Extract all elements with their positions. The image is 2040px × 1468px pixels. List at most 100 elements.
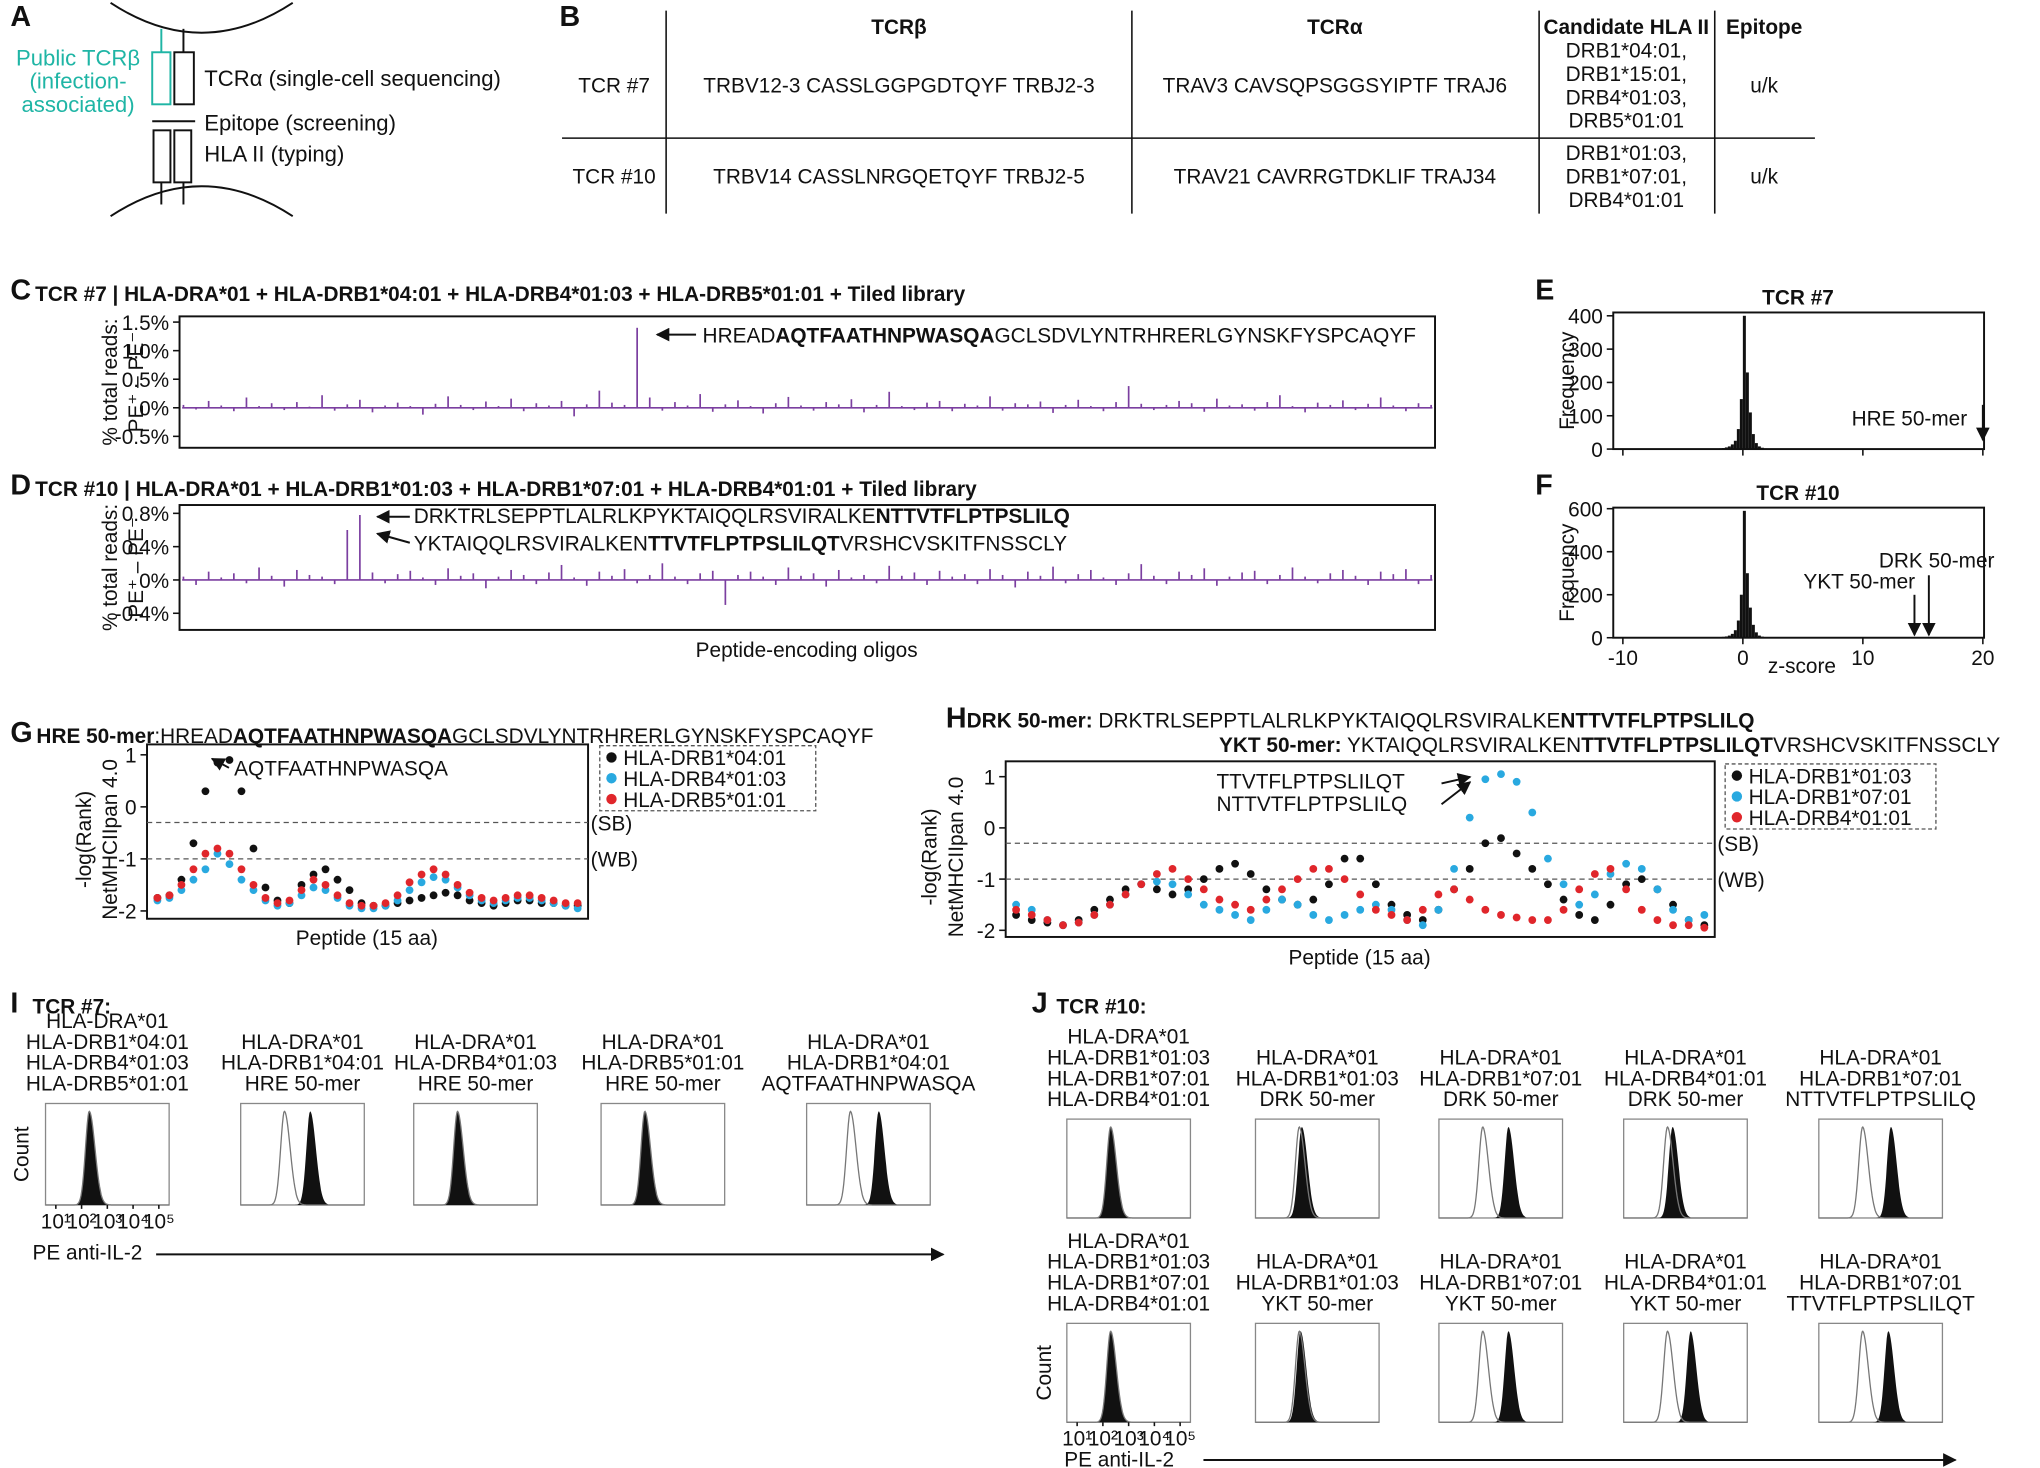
legend-label: HLA-DRB5*01:01 (623, 789, 786, 812)
data-point (201, 849, 210, 858)
x-tick-label: 10⁵ (143, 1210, 175, 1233)
panel-condition: HRE 50-mer (245, 1072, 361, 1095)
data-point (153, 894, 162, 902)
y-tick-label: -0.4% (115, 603, 169, 626)
stimulated-histogram (1066, 1127, 1191, 1218)
data-point (1465, 895, 1474, 904)
y-axis-label: -log(Rank) (919, 808, 942, 905)
y-axis-label: PE⁺ – PE⁻ (125, 517, 148, 618)
panel-condition: HLA-DRB1*07:01 (1047, 1067, 1210, 1090)
data-point (1606, 900, 1615, 909)
data-point (1215, 864, 1224, 873)
y-axis-label: Frequency (1556, 331, 1579, 430)
data-point (441, 870, 450, 879)
table-cell: TRAV3 CAVSQPSGGSYIPTF TRAJ6 (1163, 75, 1507, 98)
panel-condition: HLA-DRA*01 (1819, 1251, 1942, 1274)
data-point (321, 865, 330, 874)
panel-condition: HLA-DRB1*01:03 (1236, 1067, 1399, 1090)
data-point (1246, 870, 1255, 878)
data-point (1184, 890, 1193, 899)
data-point (1074, 918, 1083, 927)
histogram-bar (1751, 624, 1755, 638)
table-cell: DRB1*01:03, (1566, 142, 1687, 165)
data-point (1278, 895, 1286, 904)
data-point (381, 899, 390, 908)
annotation: TTVTFLPTPSLILQT (1216, 771, 1405, 794)
panel-condition: YKT 50-mer (1630, 1292, 1742, 1315)
panel-label: H (946, 702, 967, 734)
data-point (1669, 905, 1677, 914)
panel-condition: HLA-DRB1*01:03 (1047, 1046, 1210, 1069)
histogram-bar (1727, 635, 1731, 638)
histogram-bar (1757, 635, 1761, 638)
diagram-label: associated) (22, 92, 135, 117)
data-point (1637, 905, 1646, 914)
y-tick-label: 300 (1568, 339, 1603, 362)
panel-condition: HLA-DRA*01 (241, 1031, 364, 1054)
text-segment: HREAD (703, 324, 776, 347)
data-point (225, 860, 234, 869)
annotation: HRE 50-mer (1852, 408, 1968, 431)
data-point (1246, 916, 1255, 924)
histogram-bar (1754, 443, 1758, 450)
table-cell: DRB4*01:01 (1568, 189, 1684, 212)
chart-title: DRK 50-mer: DRKTRLSEPPTLALRLKPYKTAIQQLRS… (967, 709, 1755, 732)
data-point (417, 870, 426, 879)
panel-label: J (1032, 987, 1048, 1019)
histogram-bar (1736, 429, 1740, 450)
data-point (1575, 885, 1584, 894)
data-point (1481, 905, 1490, 914)
legend-label: HLA-DRB4*01:01 (1749, 807, 1912, 830)
data-point (1450, 885, 1458, 894)
panel-condition: DRK 50-mer (1443, 1088, 1559, 1111)
plot-frame (1004, 760, 1716, 938)
y-tick-label: 0 (125, 797, 137, 820)
table-cell: TRAV21 CAVRRGTDKLIF TRAJ34 (1174, 166, 1496, 189)
table-cell: TCR #7 (578, 75, 650, 98)
arrow (1441, 772, 1472, 787)
data-point (429, 873, 438, 882)
x-axis-label: PE anti-IL-2 (1064, 1448, 1174, 1468)
tcra-chain (173, 51, 195, 106)
y-tick-label: 0.8% (122, 503, 169, 526)
legend-marker (1731, 791, 1743, 802)
panel-condition: HLA-DRA*01 (1067, 1230, 1190, 1253)
text-segment: DRKTRLSEPPTLALRLKPYKTAIQQLRSVIRALKE (1093, 709, 1561, 732)
panel-condition: HLA-DRB4*01:01 (1604, 1272, 1767, 1295)
chart-title: TCR #7 (1762, 287, 1834, 310)
data-point (549, 896, 558, 905)
table-cell: TCR #10 (572, 166, 655, 189)
data-point (1356, 854, 1365, 863)
data-point (237, 865, 246, 874)
data-point (1278, 885, 1286, 894)
data-point (1700, 911, 1709, 919)
data-point (1497, 770, 1505, 779)
data-point (1340, 854, 1349, 863)
data-point (1356, 905, 1365, 914)
data-point (1184, 875, 1193, 883)
control-histogram (1255, 1330, 1380, 1423)
panel-condition: HLA-DRB5*01:01 (581, 1052, 744, 1075)
y-tick-label: 0.4% (122, 536, 169, 559)
stimulated-histogram (1066, 1331, 1191, 1423)
data-point (1637, 875, 1646, 883)
data-point (189, 839, 198, 848)
plot-frame (240, 1102, 365, 1206)
panel-condition: HRE 50-mer (605, 1072, 721, 1095)
data-point (1418, 905, 1427, 914)
arrow (210, 757, 230, 771)
panel-condition: HLA-DRB1*01:03 (1236, 1272, 1399, 1295)
data-point (345, 886, 354, 895)
y-tick-label: -1 (118, 849, 137, 872)
chart-title: TCR #10: (1056, 996, 1146, 1019)
data-point (1559, 905, 1568, 914)
plot-frame (178, 504, 1437, 631)
data-point (1106, 900, 1114, 909)
y-axis-label: NetMHCIIpan 4.0 (945, 777, 968, 938)
data-point (1653, 916, 1662, 924)
data-point (537, 894, 546, 902)
stimulated-histogram (1818, 1331, 1943, 1423)
panel-condition: HLA-DRB1*04:01 (26, 1031, 189, 1054)
text-segment: DRK 50-mer: (967, 709, 1093, 732)
stimulated-histogram (413, 1111, 538, 1205)
